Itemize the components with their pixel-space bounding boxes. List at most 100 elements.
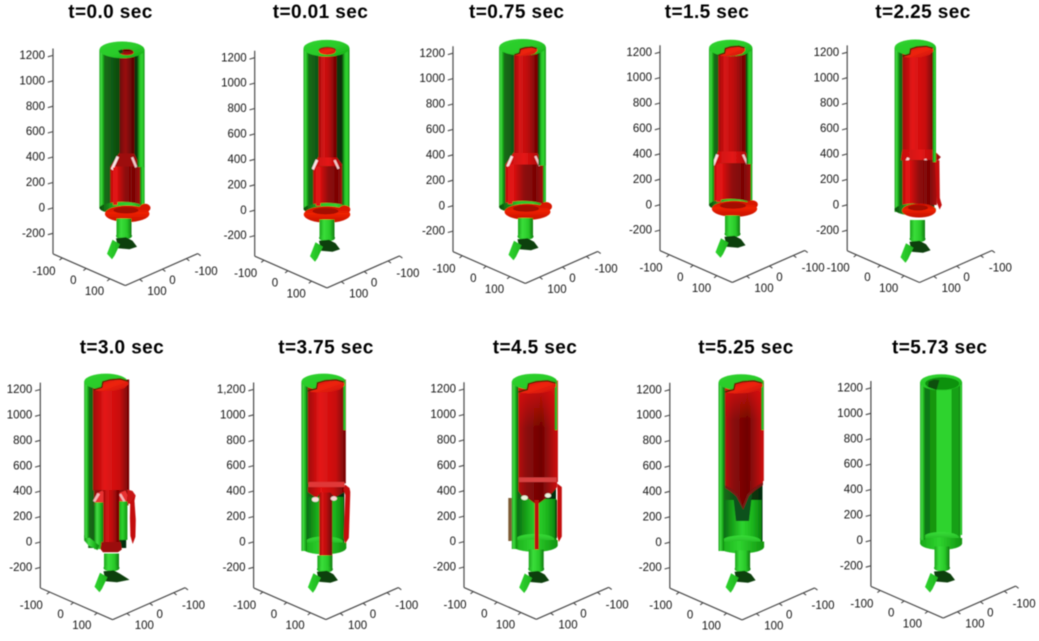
svg-text:0: 0 (888, 608, 894, 620)
svg-text:0: 0 (569, 273, 575, 285)
svg-text:-100: -100 (1013, 598, 1036, 610)
svg-text:1200: 1200 (837, 383, 863, 395)
svg-text:-200: -200 (629, 225, 652, 237)
svg-text:t=5.73 sec: t=5.73 sec (892, 337, 987, 358)
svg-text:0: 0 (786, 609, 792, 621)
svg-text:0: 0 (169, 275, 175, 287)
svg-text:1000: 1000 (636, 410, 662, 422)
svg-text:100: 100 (147, 286, 166, 298)
svg-text:0: 0 (370, 609, 376, 621)
svg-text:1000: 1000 (837, 408, 863, 420)
svg-text:0: 0 (687, 609, 693, 621)
svg-text:400: 400 (437, 485, 456, 497)
svg-text:0: 0 (833, 199, 839, 211)
svg-text:0: 0 (239, 537, 245, 549)
svg-text:400: 400 (426, 149, 445, 161)
svg-text:0: 0 (987, 608, 993, 620)
svg-text:200: 200 (228, 179, 247, 191)
svg-text:-100: -100 (32, 266, 55, 278)
svg-text:600: 600 (228, 129, 247, 141)
svg-text:1000: 1000 (7, 410, 33, 422)
svg-text:100: 100 (287, 288, 306, 300)
svg-text:600: 600 (426, 124, 445, 136)
svg-text:1200: 1200 (430, 384, 456, 396)
svg-text:100: 100 (349, 288, 368, 300)
svg-text:-100: -100 (606, 600, 629, 612)
svg-text:-200: -200 (22, 228, 45, 240)
svg-text:-100: -100 (396, 268, 419, 280)
svg-text:800: 800 (844, 433, 863, 445)
svg-text:600: 600 (437, 460, 456, 472)
svg-text:1000: 1000 (221, 78, 247, 90)
svg-text:-100: -100 (827, 263, 850, 275)
svg-text:t=3.0 sec: t=3.0 sec (80, 337, 164, 358)
svg-text:-200: -200 (639, 562, 662, 574)
svg-text:0: 0 (240, 205, 246, 217)
svg-text:1000: 1000 (626, 72, 652, 84)
svg-text:800: 800 (820, 98, 839, 110)
svg-text:800: 800 (226, 435, 245, 447)
svg-text:400: 400 (26, 152, 45, 164)
svg-text:100: 100 (754, 283, 773, 295)
svg-text:0: 0 (963, 272, 969, 284)
svg-text:-100: -100 (432, 264, 455, 276)
svg-text:800: 800 (228, 103, 247, 115)
svg-text:-100: -100 (234, 268, 257, 280)
svg-text:100: 100 (965, 619, 984, 631)
svg-text:1200: 1200 (626, 47, 652, 59)
svg-text:800: 800 (26, 101, 45, 113)
svg-text:1,200: 1,200 (217, 384, 246, 396)
svg-text:0: 0 (481, 609, 487, 621)
svg-text:200: 200 (633, 174, 652, 186)
svg-text:200: 200 (844, 510, 863, 522)
svg-text:100: 100 (702, 620, 721, 632)
svg-text:400: 400 (643, 486, 662, 498)
svg-text:800: 800 (13, 435, 32, 447)
svg-text:0: 0 (470, 273, 476, 285)
svg-text:100: 100 (903, 619, 922, 631)
svg-text:100: 100 (72, 620, 91, 632)
svg-text:400: 400 (633, 148, 652, 160)
svg-text:-100: -100 (182, 600, 205, 612)
svg-text:-100: -100 (850, 598, 873, 610)
svg-text:600: 600 (820, 123, 839, 135)
svg-text:200: 200 (13, 511, 32, 523)
svg-text:0: 0 (864, 272, 870, 284)
svg-text:t=0.75 sec: t=0.75 sec (469, 2, 564, 23)
svg-text:1000: 1000 (419, 73, 445, 85)
svg-text:100: 100 (85, 286, 104, 298)
svg-text:100: 100 (135, 620, 154, 632)
svg-text:200: 200 (226, 511, 245, 523)
svg-text:600: 600 (633, 123, 652, 135)
svg-text:t=1.5 sec: t=1.5 sec (665, 2, 749, 23)
svg-text:0: 0 (450, 536, 456, 548)
svg-text:100: 100 (879, 283, 898, 295)
svg-text:400: 400 (820, 149, 839, 161)
svg-text:600: 600 (13, 460, 32, 472)
svg-text:0: 0 (39, 203, 45, 215)
svg-text:600: 600 (26, 126, 45, 138)
svg-text:0: 0 (272, 277, 278, 289)
svg-text:1200: 1200 (221, 52, 247, 64)
svg-text:-100: -100 (20, 600, 43, 612)
svg-text:-100: -100 (195, 266, 218, 278)
svg-text:100: 100 (558, 620, 577, 632)
svg-text:0: 0 (156, 609, 162, 621)
svg-text:-200: -200 (9, 562, 32, 574)
svg-text:800: 800 (426, 99, 445, 111)
svg-text:200: 200 (26, 177, 45, 189)
svg-text:t=3.75 sec: t=3.75 sec (278, 337, 373, 358)
svg-text:1200: 1200 (636, 384, 662, 396)
svg-text:1000: 1000 (19, 75, 45, 87)
svg-text:0: 0 (57, 609, 63, 621)
svg-text:400: 400 (226, 486, 245, 498)
svg-text:-200: -200 (816, 225, 839, 237)
svg-text:0: 0 (439, 200, 445, 212)
svg-text:0: 0 (776, 272, 782, 284)
svg-text:1000: 1000 (220, 409, 246, 421)
svg-text:400: 400 (13, 486, 32, 498)
svg-text:200: 200 (820, 174, 839, 186)
svg-text:200: 200 (426, 175, 445, 187)
svg-text:0: 0 (655, 537, 661, 549)
svg-text:t=2.25 sec: t=2.25 sec (875, 2, 970, 23)
